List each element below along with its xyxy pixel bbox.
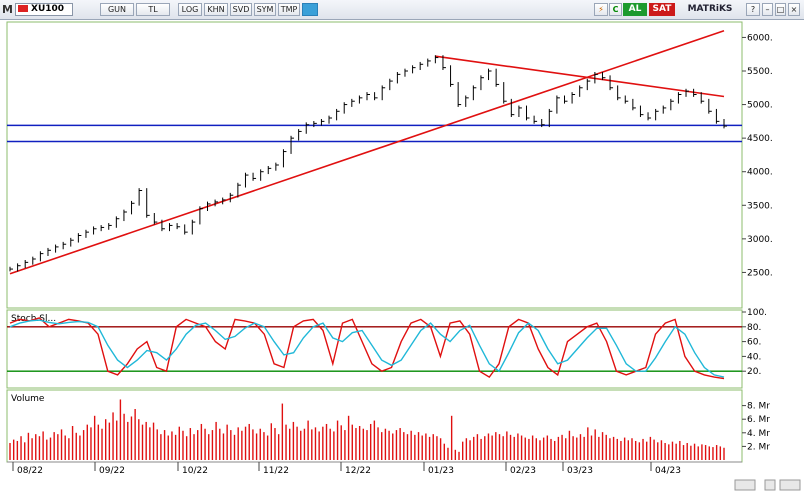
volume-y-tick-label: 8. Mr (747, 402, 770, 412)
x-tick-label: 08/22 (17, 466, 43, 476)
price-y-tick-label: 5000. (747, 101, 773, 111)
chart-canvas: 2500. 3000. 3500. 4000. 4500. 5000. 5500. 6000.… (6, 21, 801, 491)
price-y-tick-label: 2500. (747, 268, 773, 278)
svd-button[interactable]: SVD (230, 3, 252, 16)
volume-y-tick-label: 4. Mr (747, 429, 770, 439)
stoch-k-line (9, 317, 725, 380)
volume-y-tick-label: 2. Mr (747, 442, 770, 452)
stoch-d-line (9, 319, 725, 378)
price-y-tick-label: 3500. (747, 201, 773, 211)
bottom-scrollbar[interactable] (734, 479, 801, 491)
app-logo: M (2, 3, 13, 16)
trend-line (9, 29, 725, 275)
stoch-y-tick-label: 20. (747, 367, 761, 377)
scroll-right-button[interactable] (779, 479, 801, 491)
c-icon[interactable]: C (609, 3, 622, 16)
twitter-icon[interactable] (302, 3, 318, 16)
scroll-mid-button[interactable] (764, 479, 776, 491)
price-y-tick-label: 4500. (747, 134, 773, 144)
sym-button[interactable]: SYM (254, 3, 276, 16)
volume-y-tick-label: 6. Mr (747, 415, 770, 425)
stoch-y-tick-label: 40. (747, 352, 761, 362)
stochastic-panel: Stoch.Sl... 20.40.60.80.100. (6, 308, 767, 389)
symbol-selector[interactable]: XU100 (15, 3, 73, 16)
x-tick-label: 12/22 (345, 466, 371, 476)
brand-logo: MATRiKS (687, 4, 733, 14)
stoch-y-tick-label: 60. (747, 338, 761, 348)
x-tick-label: 10/22 (182, 466, 208, 476)
x-axis: 08/22 09/22 10/22 11/22 12/22 01/23 02/23 03/23… (7, 461, 742, 476)
maximize-icon[interactable]: □ (775, 3, 786, 16)
chart-toolbar: M XU100 GUN TL LOG KHN SVD SYM TMP ⚡ C A… (0, 0, 804, 20)
buy-button[interactable]: AL (623, 3, 647, 16)
x-tick-label: 11/22 (263, 466, 289, 476)
zoom-in-icon[interactable]: ? (746, 3, 760, 16)
log-button[interactable]: LOG (178, 3, 202, 16)
sell-button[interactable]: SAT (649, 3, 675, 16)
period-button[interactable]: GUN (100, 3, 134, 16)
lightning-icon[interactable]: ⚡ (594, 3, 608, 16)
price-y-tick-label: 4000. (747, 168, 773, 178)
close-icon[interactable]: × (788, 3, 800, 16)
price-y-tick-label: 3000. (747, 235, 773, 245)
currency-button[interactable]: TL (136, 3, 170, 16)
scroll-left-button[interactable] (734, 479, 756, 491)
khn-button[interactable]: KHN (204, 3, 228, 16)
tmp-button[interactable]: TMP (278, 3, 300, 16)
x-tick-label: 03/23 (567, 466, 593, 476)
price-panel: 2500. 3000. 3500. 4000. 4500. 5000. 5500. 6000. (6, 21, 773, 309)
symbol-label: XU100 (31, 4, 65, 14)
x-tick-label: 04/23 (655, 466, 681, 476)
volume-title: Volume (11, 394, 45, 404)
volume-panel: Volume 2. Mr 4. Mr 6. Mr 8. Mr (6, 389, 770, 463)
trend-line (435, 55, 725, 98)
x-tick-label: 09/22 (99, 466, 125, 476)
price-panel-frame (6, 21, 743, 309)
price-y-tick-label: 6000. (747, 33, 773, 43)
x-tick-label: 01/23 (428, 466, 454, 476)
flag-icon (18, 5, 28, 12)
price-y-tick-label: 5500. (747, 67, 773, 77)
stoch-y-tick-label: 80. (747, 323, 761, 333)
x-tick-label: 02/23 (510, 466, 536, 476)
stoch-y-tick-label: 100. (747, 308, 767, 318)
minimize-icon[interactable]: – (762, 3, 773, 16)
